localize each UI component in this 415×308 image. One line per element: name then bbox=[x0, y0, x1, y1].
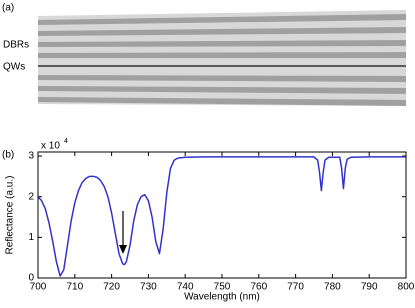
dbr-layer bbox=[38, 52, 406, 58]
x-tick-label: 800 bbox=[398, 282, 415, 293]
panel-label: (b) bbox=[2, 150, 14, 161]
dbr-layer bbox=[38, 40, 406, 47]
data-line bbox=[37, 156, 406, 277]
y-multiplier-exponent: 4 bbox=[64, 138, 68, 145]
qw-label: QWs bbox=[3, 62, 25, 73]
plot: 700 710 720 730 740 750 760 770 780 790 800 0 1 2 3 bbox=[28, 151, 414, 293]
y-tick-label: 0 bbox=[28, 273, 34, 284]
x-tick-label: 700 bbox=[30, 282, 47, 293]
dbr-label: DBRs bbox=[3, 40, 29, 51]
dbr-layer bbox=[38, 27, 406, 36]
y-multiplier: x 10 bbox=[41, 141, 60, 152]
x-tick-label: 740 bbox=[177, 282, 194, 293]
y-tick-label: 1 bbox=[28, 232, 34, 243]
panel-label: (a) bbox=[2, 3, 14, 14]
annotation-arrowhead bbox=[119, 245, 127, 254]
x-tick-label: 710 bbox=[66, 282, 83, 293]
x-tick-label: 780 bbox=[324, 282, 341, 293]
y-axis-label: Reflectance (a.u.) bbox=[5, 176, 16, 255]
x-axis-label: Wavelength (nm) bbox=[184, 292, 260, 303]
x-tick-label: 760 bbox=[250, 282, 267, 293]
dbr-layer bbox=[38, 14, 406, 25]
layer-diagram bbox=[38, 10, 406, 106]
y-tick-label: 3 bbox=[28, 151, 34, 162]
dbr-layer bbox=[38, 75, 406, 82]
dbr-layer bbox=[38, 86, 406, 94]
x-tick-label: 730 bbox=[140, 282, 157, 293]
plot-frame bbox=[37, 151, 407, 279]
dbr-layer bbox=[38, 97, 406, 106]
y-tick-label: 2 bbox=[28, 191, 34, 202]
x-tick-label: 750 bbox=[214, 282, 231, 293]
x-tick-label: 720 bbox=[103, 282, 120, 293]
x-tick-label: 790 bbox=[361, 282, 378, 293]
x-tick-label: 770 bbox=[287, 282, 304, 293]
